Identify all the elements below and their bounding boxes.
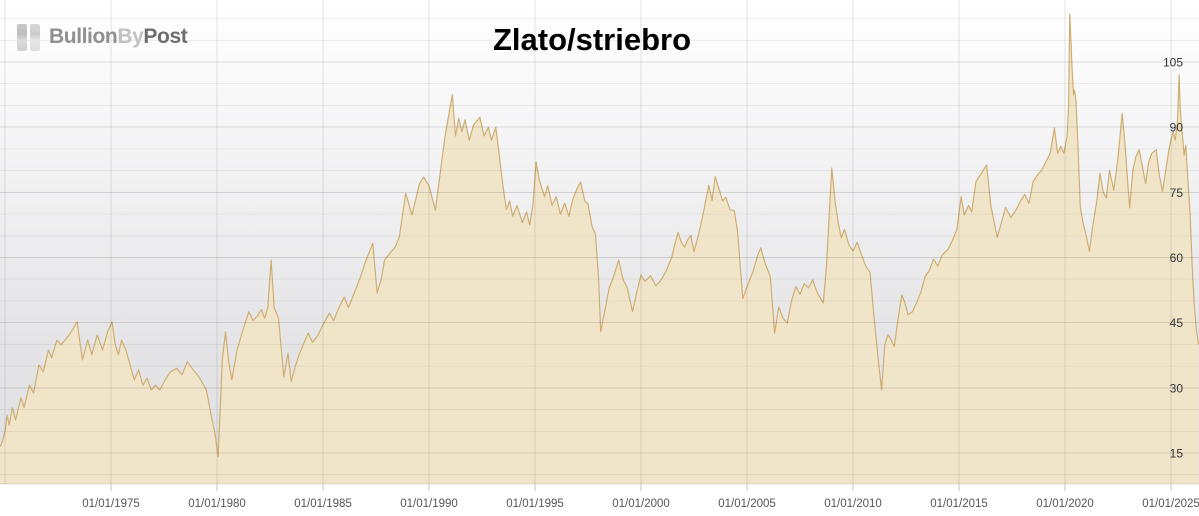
series-line — [0, 13, 1199, 458]
y-axis-label: 105 — [1163, 56, 1183, 70]
y-axis-label: 45 — [1170, 316, 1184, 330]
gold-bar-icon — [17, 23, 27, 51]
y-axis-label: 60 — [1170, 251, 1184, 265]
logo-text-bullion: Bullion — [49, 25, 118, 48]
x-axis-label: 01/01/2015 — [930, 498, 988, 510]
x-axis-label: 01/01/2025 — [1142, 498, 1199, 510]
x-axis-label: 01/01/1995 — [506, 498, 564, 510]
logo-text-post: Post — [143, 25, 188, 48]
x-axis-label: 01/01/2020 — [1036, 498, 1094, 510]
y-axis-label: 90 — [1170, 121, 1184, 135]
logo-text: BullionByPost — [49, 25, 188, 49]
y-axis-label: 15 — [1170, 447, 1184, 461]
x-axis-label: 01/01/1975 — [82, 498, 140, 510]
y-axis-label: 30 — [1170, 381, 1184, 395]
x-axis-label: 01/01/1980 — [188, 498, 246, 510]
y-axis-label: 75 — [1170, 186, 1184, 200]
logo-text-by: By — [117, 25, 144, 48]
x-axis-label: 01/01/1985 — [294, 498, 352, 510]
gridlines — [0, 0, 1199, 491]
area-fill — [0, 14, 1199, 484]
x-axis-label: 01/01/2005 — [718, 498, 776, 510]
chart-title: Zlato/striebro — [492, 22, 692, 57]
x-axis-label: 01/01/2010 — [824, 498, 882, 510]
x-axis-label: 01/01/1990 — [400, 498, 458, 510]
x-axis-label: 01/01/2000 — [612, 498, 670, 510]
bullionbypost-logo: BullionByPost — [17, 23, 188, 51]
gold-bar-icon — [30, 23, 40, 51]
